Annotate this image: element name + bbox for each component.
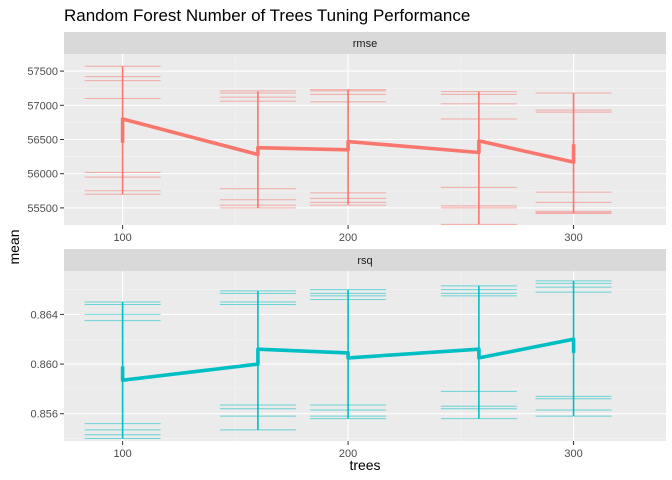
y-tick-label-rmse: 56000 (27, 169, 58, 181)
y-tick-label-rsq: 0.856 (30, 409, 58, 421)
x-axis-label: trees (349, 457, 380, 473)
y-axis-label: mean (6, 229, 22, 264)
x-tick-label-rsq: 100 (113, 448, 131, 460)
x-tick-label-rmse: 200 (339, 232, 357, 244)
y-tick-label-rmse: 55500 (27, 203, 58, 215)
x-tick-label-rsq: 300 (564, 448, 582, 460)
y-ticks-rmse: 55500 56000 56500 57000 57500 (27, 66, 64, 215)
y-tick-label-rsq: 0.860 (30, 359, 58, 371)
grid-rmse (64, 54, 666, 225)
mean-line-rsq (120, 337, 576, 383)
mean-line-rmse (120, 117, 576, 164)
strip-rmse (64, 32, 666, 54)
strip-label-rmse: rmse (353, 38, 377, 50)
strip-label-rsq: rsq (357, 255, 372, 267)
y-tick-label-rmse: 57500 (27, 66, 58, 78)
y-tick-label-rmse: 57000 (27, 100, 58, 112)
x-tick-label-rmse: 300 (564, 232, 582, 244)
facet-rmse: rmse 55500 56000 56500 57000 57500 100 200 300 (27, 32, 666, 244)
x-tick-label-rsq: 200 (339, 448, 357, 460)
y-tick-label-rsq: 0.864 (30, 309, 58, 321)
x-ticks-rmse: 100 200 300 (113, 225, 583, 244)
y-ticks-rsq: 0.856 0.860 0.864 (30, 309, 64, 421)
mean-line-rmse (120, 117, 576, 164)
x-ticks-rsq: 100 200 300 (113, 441, 583, 460)
strip-rsq (64, 249, 666, 271)
x-tick-label-rmse: 100 (113, 232, 131, 244)
facet-rsq: rsq 0.856 0.860 0.864 100 200 300 (30, 249, 666, 460)
mean-line-rsq (120, 337, 576, 383)
y-tick-label-rmse: 56500 (27, 135, 58, 147)
chart-title: Random Forest Number of Trees Tuning Per… (64, 6, 470, 25)
